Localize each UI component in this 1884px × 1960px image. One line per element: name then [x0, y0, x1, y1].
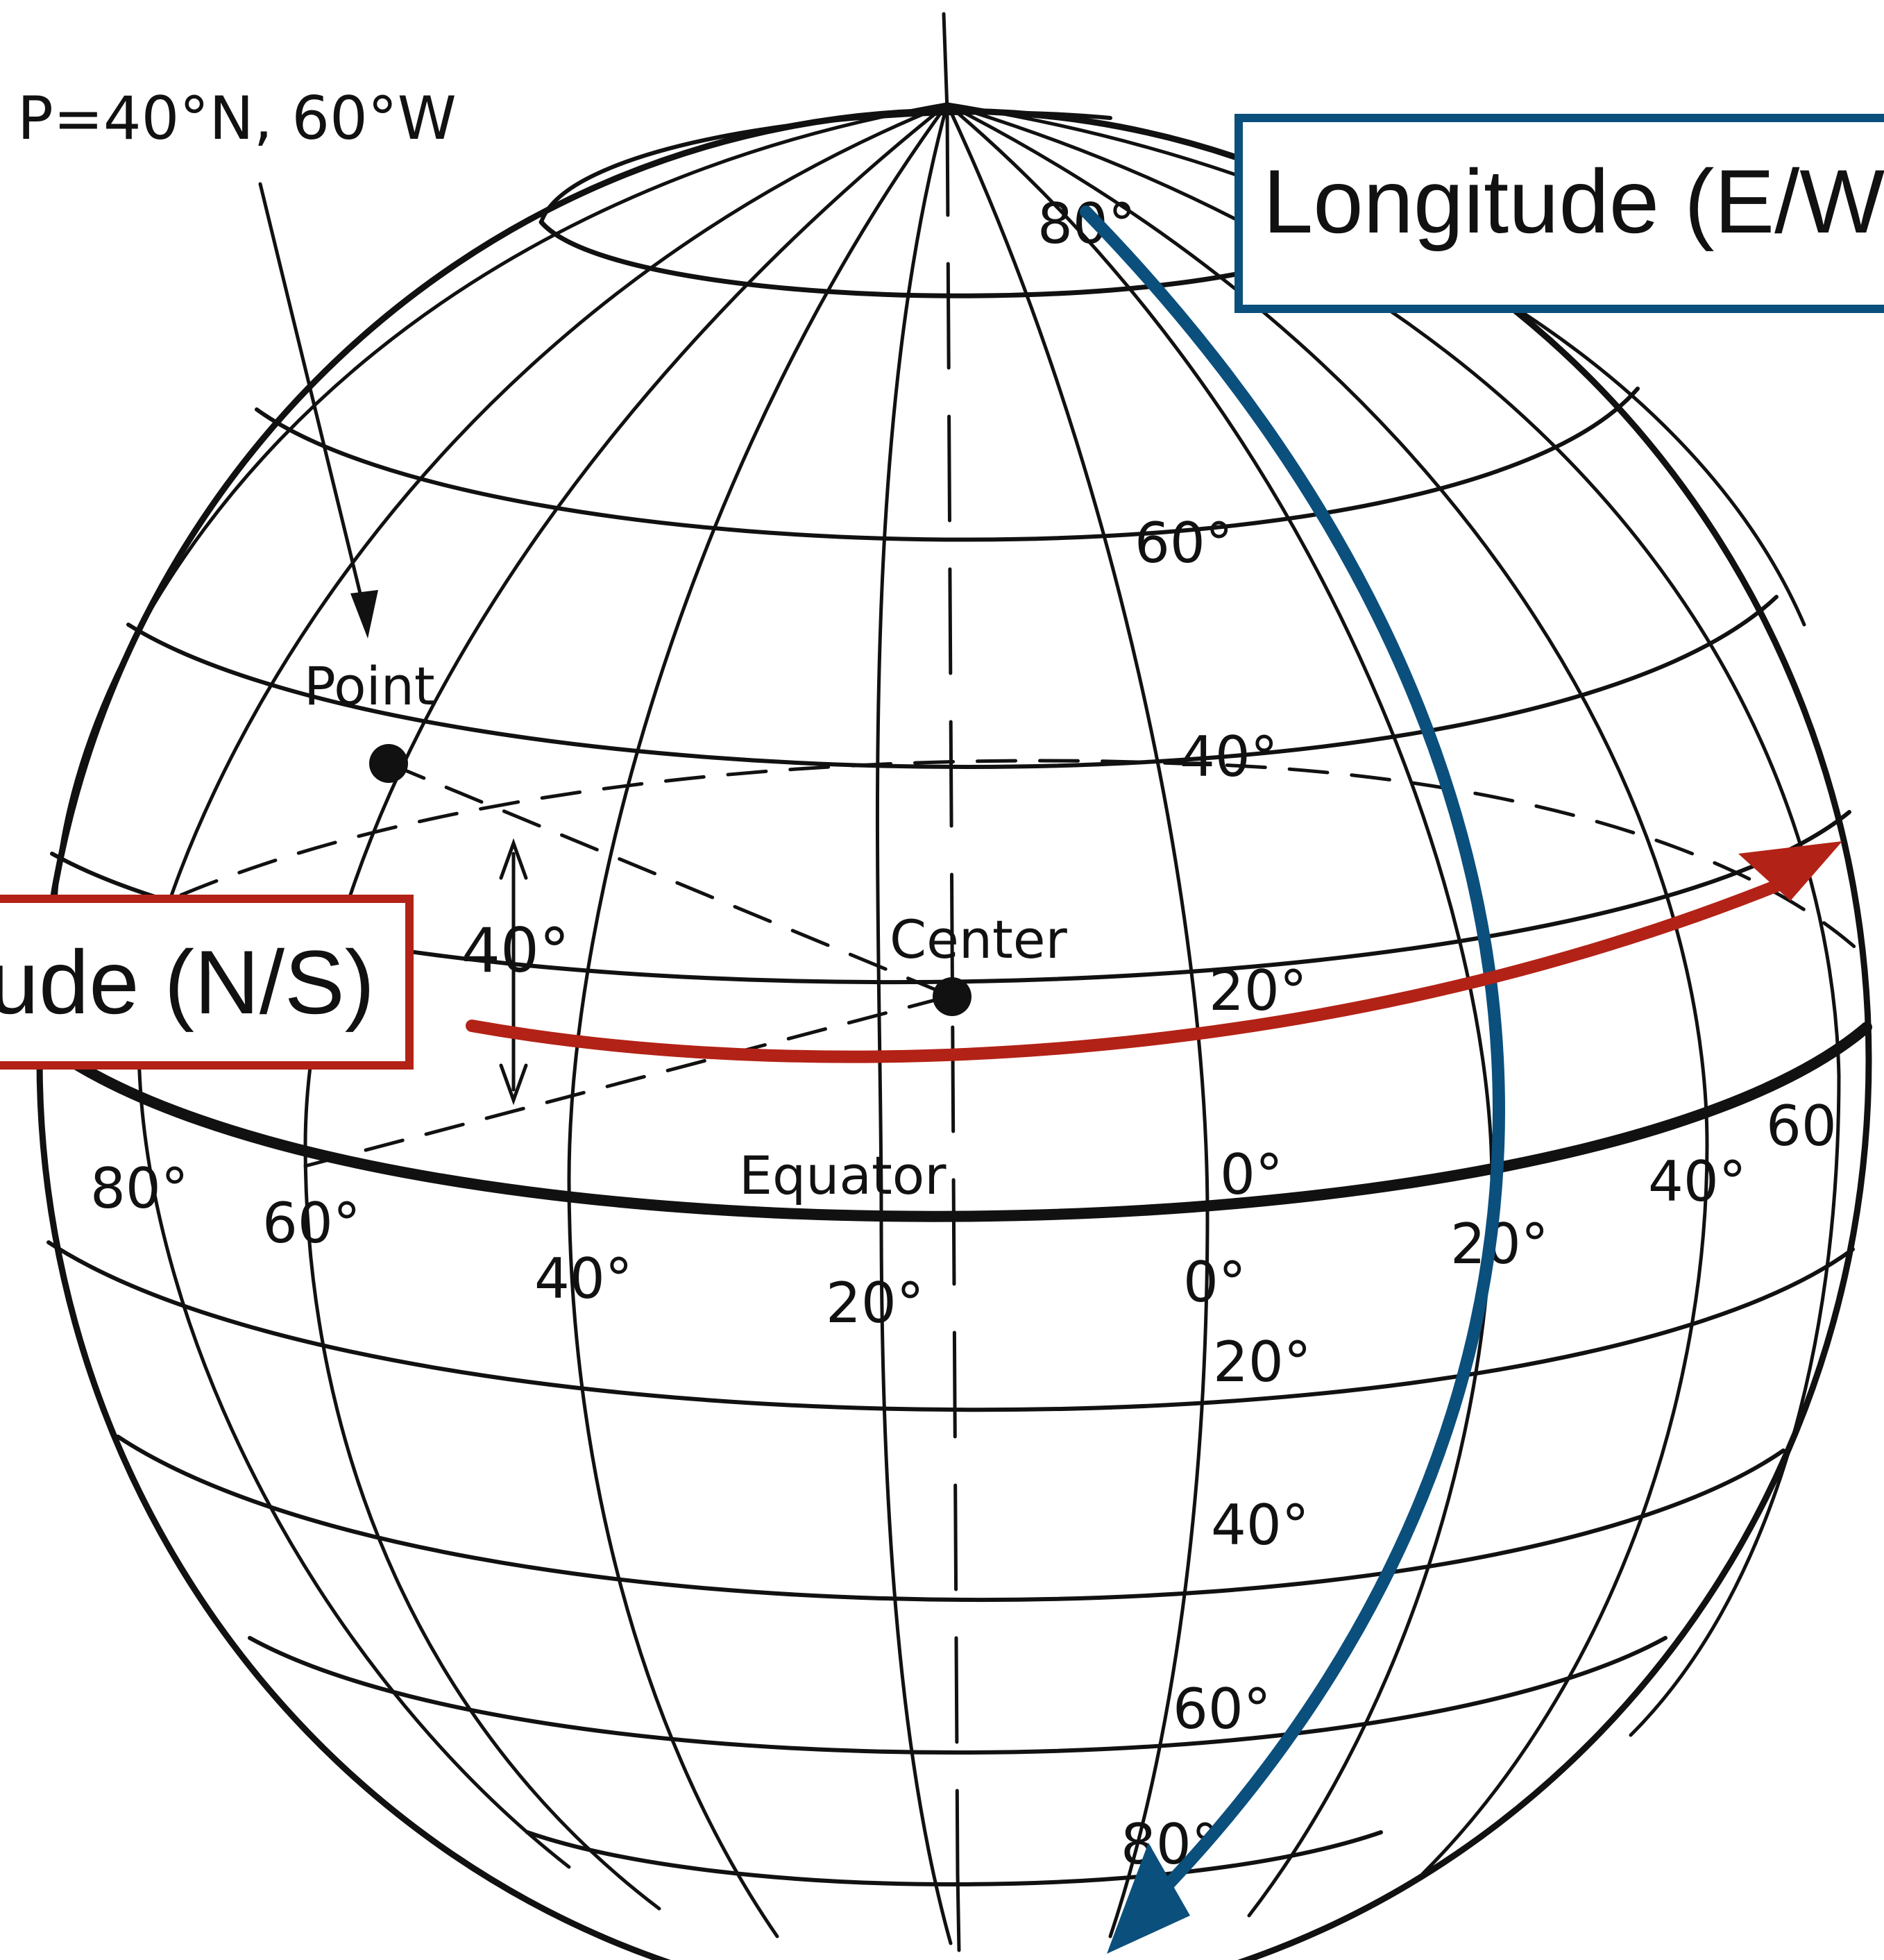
- lat-label-60n: 60°: [1135, 511, 1233, 575]
- lon-label-60e: 60: [1766, 1094, 1837, 1158]
- point-marker: [369, 744, 408, 783]
- meridian-0: [945, 102, 1210, 1938]
- angle-arrow-head-down: [499, 1063, 528, 1106]
- projected-parallel-dashed: [67, 759, 1869, 960]
- longitude-callout: Longitude (E/W): [1234, 114, 1884, 313]
- lat-label-0: 0°: [1220, 1142, 1283, 1207]
- equator-label: Equator: [739, 1144, 947, 1206]
- longitude-callout-text: Longitude (E/W): [1263, 151, 1884, 252]
- longitude-arrow-head: [1107, 1843, 1190, 1954]
- latitude-callout: Latitude (N/S): [0, 895, 414, 1070]
- meridian-60w: [303, 102, 949, 1911]
- caption-pointer-head: [350, 590, 378, 639]
- lat-label-20s: 20°: [1213, 1330, 1312, 1394]
- polar-axis-top: [942, 12, 949, 113]
- parallel-40n: [126, 595, 1779, 769]
- meridian-60e: [945, 102, 1841, 1737]
- parallel-20s: [46, 1240, 1855, 1412]
- meridian-40w: [567, 102, 949, 1938]
- lat-label-40n: 40°: [1180, 725, 1278, 789]
- latitude-callout-box: [0, 895, 414, 1070]
- latitude-callout-text: Latitude (N/S): [0, 931, 375, 1033]
- lon-label-40w: 40°: [534, 1247, 633, 1311]
- longitude-labels: 80° 60° 40° 20° 0° 20° 40° 60: [90, 1094, 1837, 1335]
- latitude-labels: 80° 60° 40° 20° 0° 20° 40° 60° 80°: [1037, 192, 1312, 1877]
- lon-label-80w: 80°: [90, 1156, 189, 1221]
- latitude-arrow-head: [1738, 841, 1842, 901]
- point-label: Point: [304, 655, 435, 717]
- angle-label: 40°: [461, 915, 570, 986]
- center-marker: [933, 977, 971, 1016]
- longitude-callout-box: [1234, 114, 1884, 313]
- lat-label-40s: 40°: [1211, 1493, 1309, 1557]
- lon-label-40e: 40°: [1648, 1149, 1747, 1214]
- parallel-80s: [525, 1830, 1383, 1886]
- lat-label-60s: 60°: [1173, 1677, 1271, 1741]
- lon-label-0: 0°: [1183, 1250, 1246, 1315]
- meridian-100w: [53, 102, 949, 904]
- lon-label-20w: 20°: [826, 1271, 924, 1335]
- parallel-80n-back: [539, 110, 1112, 224]
- point-caption: P=40°N, 60°W: [17, 84, 457, 153]
- meridian-20e: [945, 102, 1494, 1918]
- latitude-arrow: [466, 868, 1810, 1063]
- meridian-40e: [945, 102, 1709, 1876]
- equator-line: [36, 1022, 1872, 1222]
- angle-arrow-head-up: [499, 838, 528, 880]
- parallel-40s: [116, 1435, 1785, 1603]
- lat-label-20n: 20°: [1209, 958, 1307, 1023]
- parallel-60s: [248, 1636, 1667, 1755]
- lon-label-20e: 20°: [1450, 1212, 1549, 1276]
- point-to-center-line: [387, 761, 953, 998]
- meridian-20w: [875, 102, 953, 1945]
- center-label: Center: [890, 909, 1068, 970]
- parallel-60n: [255, 387, 1640, 542]
- lon-label-60w: 60°: [262, 1191, 361, 1256]
- polar-axis-dashed: [945, 109, 960, 1876]
- caption-pointer-line: [258, 182, 370, 627]
- longitude-arrow: [1080, 205, 1506, 1922]
- polar-axis-bottom: [956, 1872, 961, 1952]
- center-to-equator-line: [303, 994, 953, 1168]
